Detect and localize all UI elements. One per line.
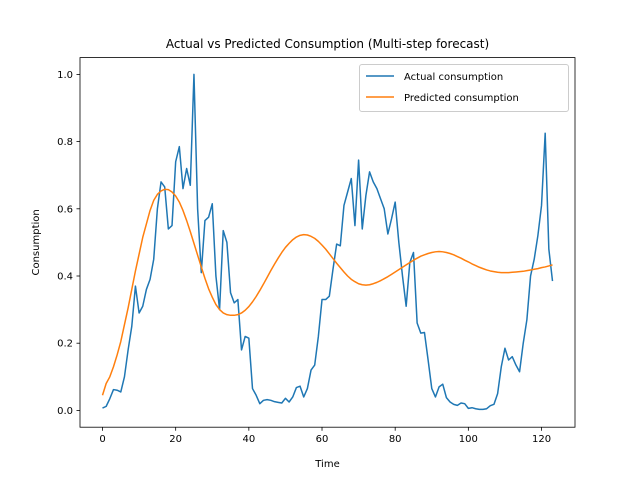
x-tick-label: 100 bbox=[459, 434, 478, 445]
y-tick-label: 0.0 bbox=[57, 406, 73, 417]
x-axis-ticks: 0 20 40 60 80 100 120 bbox=[99, 427, 551, 445]
legend: Actual consumption Predicted consumption bbox=[359, 64, 569, 112]
x-axis-label: Time bbox=[314, 459, 339, 470]
legend-label-actual: Actual consumption bbox=[404, 72, 503, 83]
chart-title: Actual vs Predicted Consumption (Multi-s… bbox=[166, 37, 489, 51]
series-layer bbox=[101, 73, 554, 411]
legend-label-predicted: Predicted consumption bbox=[404, 93, 519, 104]
legend-box bbox=[359, 64, 569, 112]
y-tick-label: 0.2 bbox=[57, 339, 73, 350]
y-tick-label: 1.0 bbox=[57, 70, 73, 81]
y-tick-label: 0.8 bbox=[57, 137, 73, 148]
y-tick-label: 0.4 bbox=[57, 272, 73, 283]
x-tick-label: 0 bbox=[99, 434, 105, 445]
x-tick-label: 40 bbox=[242, 434, 255, 445]
y-tick-label: 0.6 bbox=[57, 204, 73, 215]
x-tick-label: 120 bbox=[532, 434, 551, 445]
y-axis-label: Consumption bbox=[31, 209, 42, 275]
plot-area-frame bbox=[79, 57, 576, 428]
x-tick-label: 60 bbox=[316, 434, 329, 445]
series-line-actual bbox=[102, 73, 554, 411]
series-line-predicted bbox=[101, 188, 553, 396]
x-tick-label: 20 bbox=[169, 434, 182, 445]
x-tick-label: 80 bbox=[389, 434, 402, 445]
y-axis-ticks: 0.0 0.2 0.4 0.6 0.8 1.0 bbox=[57, 70, 80, 417]
